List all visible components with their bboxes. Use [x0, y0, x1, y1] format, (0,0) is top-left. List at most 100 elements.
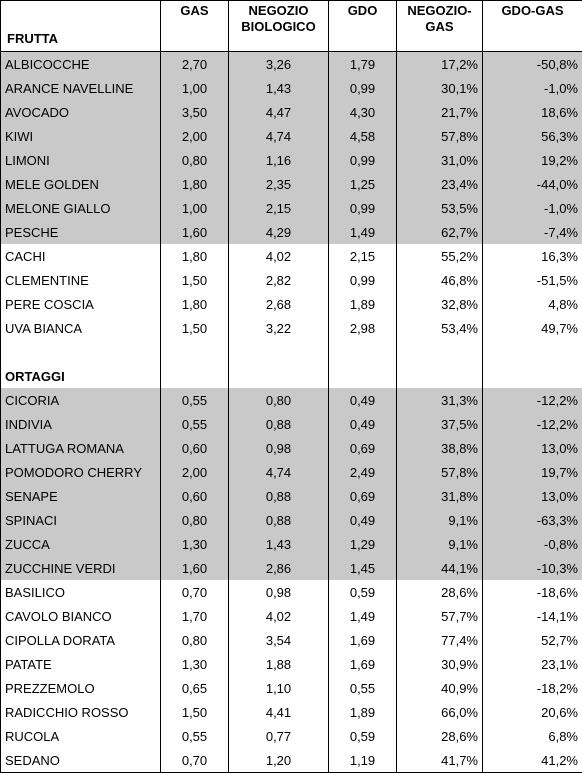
- cell-negozio-gas: 21,7%: [397, 100, 483, 124]
- cell-gdo-gas: 6,8%: [483, 724, 582, 748]
- cell-gdo-gas: -1,0%: [483, 196, 582, 220]
- cell-negozio-gas: 9,1%: [397, 532, 483, 556]
- cell-gdo: 2,15: [329, 244, 397, 268]
- cell-bio: 0,77: [229, 724, 329, 748]
- cell-label: PREZZEMOLO: [1, 676, 161, 700]
- table-row: CACHI1,804,022,1555,2%16,3%: [1, 244, 582, 268]
- cell-negozio-gas: 28,6%: [397, 724, 483, 748]
- table-row: SENAPE0,600,880,6931,8%13,0%: [1, 484, 582, 508]
- cell-gdo-gas: 13,0%: [483, 436, 582, 460]
- table-row: LATTUGA ROMANA0,600,980,6938,8%13,0%: [1, 436, 582, 460]
- cell-negozio-gas: 31,3%: [397, 388, 483, 412]
- cell-gdo-gas: -1,0%: [483, 76, 582, 100]
- cell-bio: 3,26: [229, 52, 329, 77]
- cell-gdo: 4,58: [329, 124, 397, 148]
- cell-gas: 0,60: [161, 436, 229, 460]
- cell-gdo-gas: 52,7%: [483, 628, 582, 652]
- table-row: PREZZEMOLO0,651,100,5540,9%-18,2%: [1, 676, 582, 700]
- cell-blank: [1, 340, 161, 364]
- cell-negozio-gas: 32,8%: [397, 292, 483, 316]
- cell-negozio-gas: 31,0%: [397, 148, 483, 172]
- table-row: CIPOLLA DORATA0,803,541,6977,4%52,7%: [1, 628, 582, 652]
- cell-gdo: 2,98: [329, 316, 397, 340]
- cell-gdo-gas: -10,3%: [483, 556, 582, 580]
- cell-gdo-gas: -50,8%: [483, 52, 582, 77]
- cell-bio: 2,68: [229, 292, 329, 316]
- cell-negozio-gas: 57,8%: [397, 460, 483, 484]
- cell-gdo: 0,49: [329, 508, 397, 532]
- cell-gas: 0,70: [161, 580, 229, 604]
- table-row: MELONE GIALLO1,002,150,9953,5%-1,0%: [1, 196, 582, 220]
- cell-negozio-gas: 9,1%: [397, 508, 483, 532]
- table-row: CAVOLO BIANCO1,704,021,4957,7%-14,1%: [1, 604, 582, 628]
- cell-gas: 0,65: [161, 676, 229, 700]
- cell-gas: 1,50: [161, 700, 229, 724]
- table-row: MELE GOLDEN1,802,351,2523,4%-44,0%: [1, 172, 582, 196]
- cell-label: KIWI: [1, 124, 161, 148]
- table-row: BASILICO0,700,980,5928,6%-18,6%: [1, 580, 582, 604]
- col-header-negozio-gas: NEGOZIO-GAS: [397, 1, 483, 52]
- cell-label: CLEMENTINE: [1, 268, 161, 292]
- cell-gdo-gas: -44,0%: [483, 172, 582, 196]
- cell-gdo: 1,69: [329, 628, 397, 652]
- cell-gas: 0,55: [161, 388, 229, 412]
- cell-gdo: 0,69: [329, 436, 397, 460]
- cell-gdo-gas: -51,5%: [483, 268, 582, 292]
- cell-gas: 2,00: [161, 124, 229, 148]
- cell-gdo: 0,99: [329, 148, 397, 172]
- cell-bio: 4,47: [229, 100, 329, 124]
- cell-bio: 4,74: [229, 124, 329, 148]
- table-row: CICORIA0,550,800,4931,3%-12,2%: [1, 388, 582, 412]
- cell-gdo: 0,99: [329, 268, 397, 292]
- cell-gdo: 0,59: [329, 580, 397, 604]
- cell-bio: 1,10: [229, 676, 329, 700]
- cell-gdo: 1,45: [329, 556, 397, 580]
- cell-label: AVOCADO: [1, 100, 161, 124]
- table-row: SEDANO0,701,201,1941,7%41,2%: [1, 748, 582, 773]
- cell-gdo: 1,29: [329, 532, 397, 556]
- cell-gas: 1,00: [161, 76, 229, 100]
- cell-gdo-gas: -14,1%: [483, 604, 582, 628]
- cell-gdo: 0,55: [329, 676, 397, 700]
- cell-bio: 2,15: [229, 196, 329, 220]
- col-header-gas: GAS: [161, 1, 229, 52]
- cell-gdo-gas: 49,7%: [483, 316, 582, 340]
- cell-label: PATATE: [1, 652, 161, 676]
- cell-gas: 0,80: [161, 628, 229, 652]
- cell-negozio-gas: 17,2%: [397, 52, 483, 77]
- cell-negozio-gas: 62,7%: [397, 220, 483, 244]
- cell-negozio-gas: 30,9%: [397, 652, 483, 676]
- cell-gas: 1,70: [161, 604, 229, 628]
- cell-bio: 1,88: [229, 652, 329, 676]
- spacer-row: [1, 340, 582, 364]
- cell-bio: 0,80: [229, 388, 329, 412]
- cell-label: CICORIA: [1, 388, 161, 412]
- cell-gas: 0,80: [161, 508, 229, 532]
- cell-gas: 1,60: [161, 556, 229, 580]
- cell-gdo-gas: -18,2%: [483, 676, 582, 700]
- cell-gas: 1,30: [161, 532, 229, 556]
- cell-bio: 1,20: [229, 748, 329, 773]
- cell-label: ZUCCA: [1, 532, 161, 556]
- cell-gdo: 0,49: [329, 412, 397, 436]
- cell-gdo-gas: 56,3%: [483, 124, 582, 148]
- cell-gdo-gas: -7,4%: [483, 220, 582, 244]
- cell-gdo-gas: 19,7%: [483, 460, 582, 484]
- cell-negozio-gas: 66,0%: [397, 700, 483, 724]
- table-row: SPINACI0,800,880,499,1%-63,3%: [1, 508, 582, 532]
- cell-bio: 4,74: [229, 460, 329, 484]
- cell-bio: 0,88: [229, 508, 329, 532]
- cell-bio: 0,98: [229, 436, 329, 460]
- cell-negozio-gas: 40,9%: [397, 676, 483, 700]
- cell-bio: 1,43: [229, 532, 329, 556]
- cell-gdo-gas: -18,6%: [483, 580, 582, 604]
- cell-negozio-gas: 44,1%: [397, 556, 483, 580]
- cell-gdo-gas: 20,6%: [483, 700, 582, 724]
- cell-gas: 1,60: [161, 220, 229, 244]
- cell-label: MELONE GIALLO: [1, 196, 161, 220]
- cell-gas: 1,80: [161, 172, 229, 196]
- col-header-bio: NEGOZIO BIOLOGICO: [229, 1, 329, 52]
- cell-label: ZUCCHINE VERDI: [1, 556, 161, 580]
- cell-bio: 4,41: [229, 700, 329, 724]
- cell-gdo: 1,25: [329, 172, 397, 196]
